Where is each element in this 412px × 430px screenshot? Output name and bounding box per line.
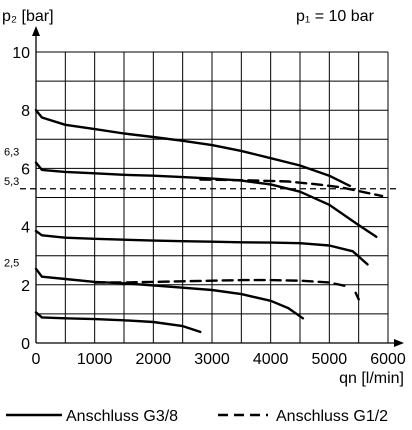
legend: Anschluss G3/8 Anschluss G1/2 [6, 408, 388, 425]
series-line-5 [34, 267, 305, 320]
extra-y-label: 2,5 [4, 257, 19, 269]
x-tick-label: 0 [32, 351, 41, 368]
y-axis-label: p₂ [bar] [2, 8, 54, 25]
y-tick-label: 6 [21, 161, 30, 178]
series-line-3 [199, 178, 384, 198]
y-tick-label: 0 [21, 336, 30, 353]
series-line-6 [93, 278, 349, 288]
series-line-2 [34, 161, 378, 239]
axes [32, 26, 404, 347]
extra-y-labels: 6,3 5,3 2,5 [4, 147, 19, 270]
x-tick-label: 2000 [136, 351, 172, 368]
y-tick-label: 10 [12, 45, 30, 62]
x-axis-label: qn [l/min] [339, 370, 404, 387]
series-line-7 [354, 291, 360, 301]
tick-labels: 0 1000 2000 3000 4000 5000 6000 0 2 4 6 8 10 [12, 45, 406, 368]
legend-label-g12: Anschluss G1/2 [276, 408, 388, 425]
x-tick-label: 6000 [370, 351, 406, 368]
series-line-1 [34, 108, 352, 188]
y-tick-label: 4 [21, 220, 30, 237]
series-group [34, 108, 384, 334]
extra-y-label: 6,3 [4, 147, 19, 159]
annotation-p1: p₁ = 10 bar [296, 8, 375, 25]
x-tick-label: 3000 [194, 351, 230, 368]
x-tick-label: 1000 [77, 351, 113, 368]
x-axis-arrow [394, 339, 404, 347]
x-tick-label: 4000 [253, 351, 289, 368]
y-tick-label: 8 [21, 103, 30, 120]
y-axis-arrow [32, 26, 40, 36]
legend-label-g38: Anschluss G3/8 [66, 408, 178, 425]
extra-y-label: 5,3 [4, 176, 19, 188]
x-tick-label: 5000 [312, 351, 348, 368]
series-line-8 [34, 311, 202, 334]
grid [36, 51, 389, 343]
series-line-4 [34, 229, 369, 266]
y-tick-label: 2 [21, 278, 30, 295]
